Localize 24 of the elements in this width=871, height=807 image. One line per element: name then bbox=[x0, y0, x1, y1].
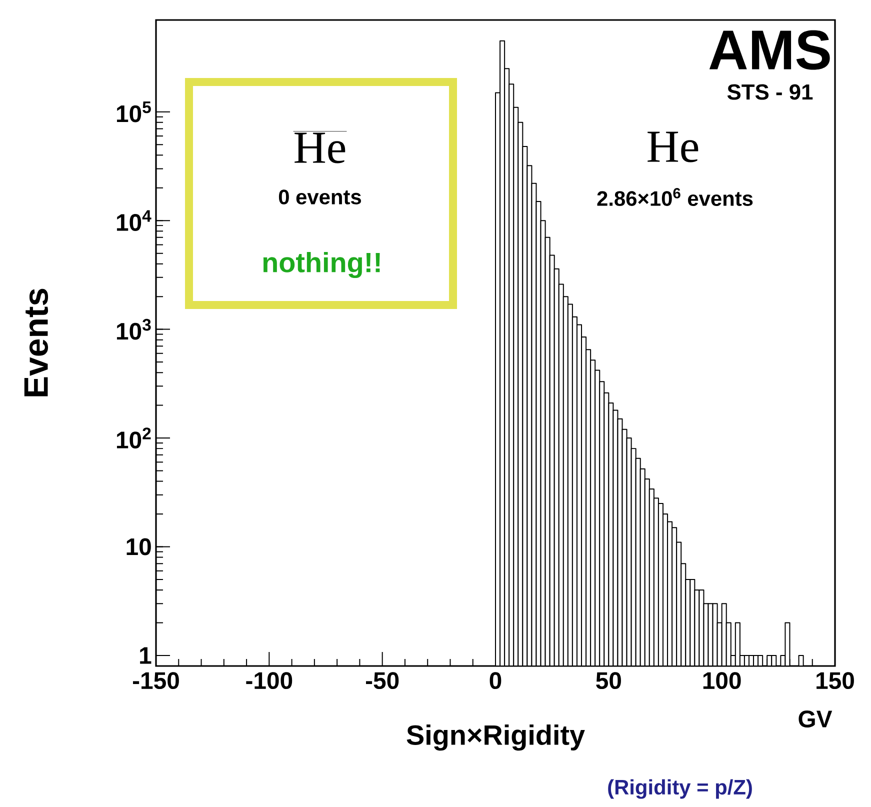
y-tick-label: 10$^{5}$ bbox=[116, 101, 151, 122]
annotation: STS - 91 bbox=[727, 84, 813, 100]
y-tick-label: 10 bbox=[126, 538, 151, 556]
y-tick-label: 10$^{4}$ bbox=[116, 210, 152, 231]
annotation: He bbox=[294, 132, 346, 164]
y-tick-label: 10$^{3}$ bbox=[116, 318, 151, 340]
x-tick-label: -50 bbox=[366, 672, 399, 690]
text: (Rigidity = p/Z) bbox=[608, 779, 752, 799]
annotation: nothing!! bbox=[263, 252, 380, 278]
annotation: 2.86×10$^{6}$ events bbox=[597, 188, 753, 206]
annotation: He bbox=[648, 132, 698, 162]
x-tick-label: -150 bbox=[133, 672, 179, 690]
x-tick-label: 150 bbox=[816, 672, 854, 690]
x-tick-label: 100 bbox=[703, 672, 741, 690]
x-tick-label: -100 bbox=[246, 672, 292, 690]
x-tick-label: 0 bbox=[490, 672, 502, 690]
y-tick-label: 1 bbox=[140, 647, 152, 664]
annotation: AMS bbox=[709, 30, 830, 70]
annotation: 0 events bbox=[278, 190, 361, 204]
x-tick-label: 50 bbox=[596, 672, 621, 690]
y-tick-label: 10$^{2}$ bbox=[116, 428, 151, 448]
x-axis-title: Sign×Rigidity bbox=[406, 724, 585, 751]
text: GV bbox=[798, 710, 832, 728]
y-axis-title: Events bbox=[24, 288, 48, 396]
